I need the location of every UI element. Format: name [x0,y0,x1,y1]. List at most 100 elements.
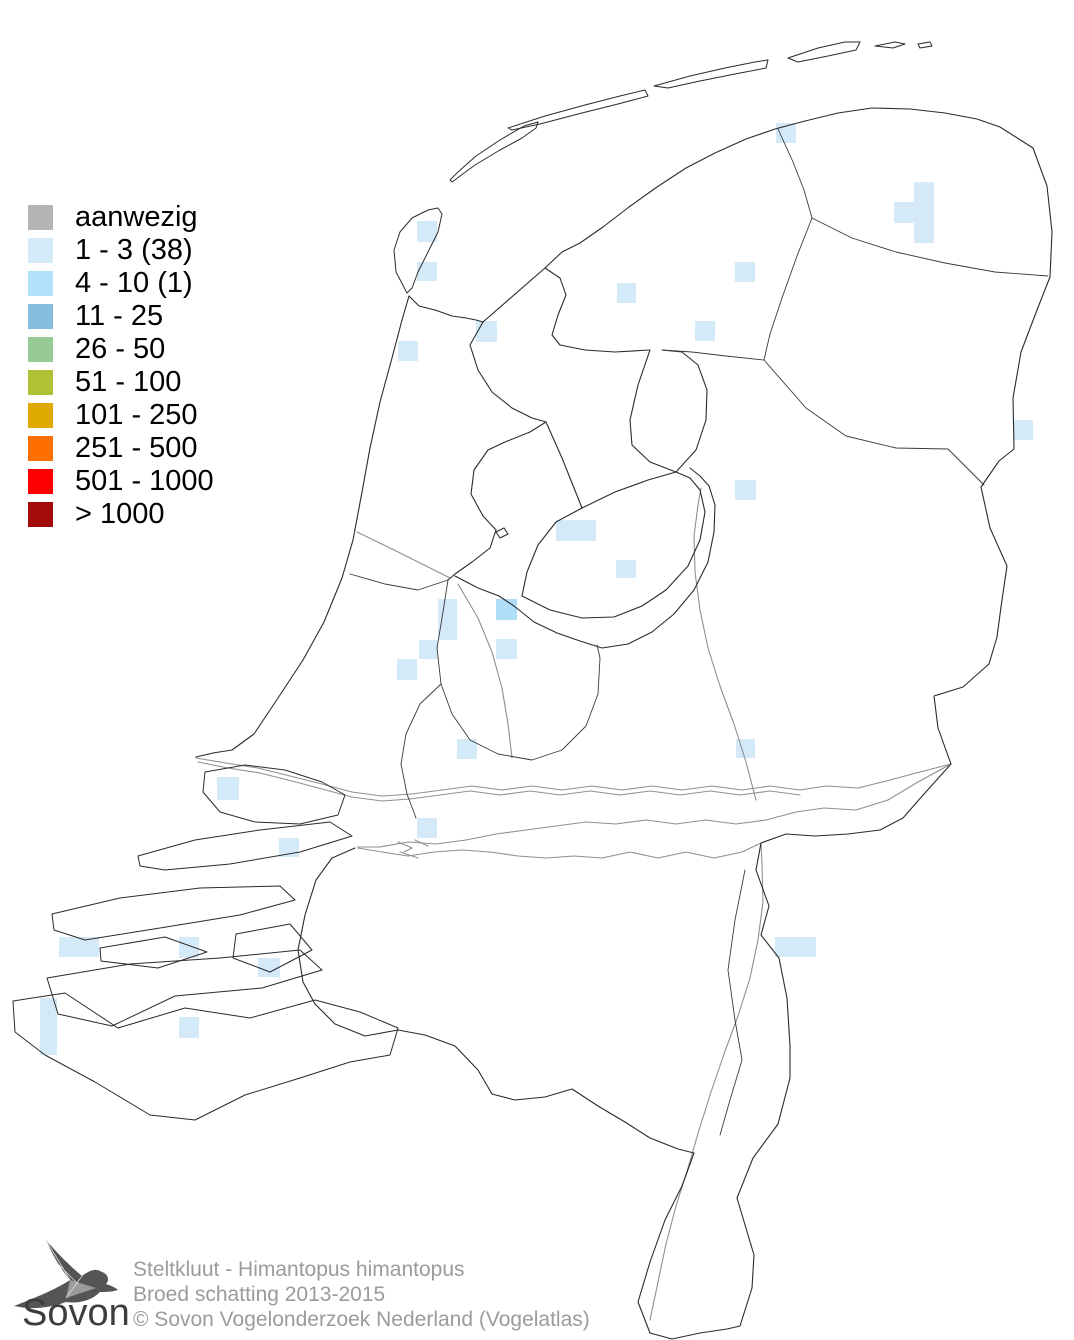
caption-species: Steltkluut - Himantopus himantopus [133,1258,465,1281]
border-groningen-drenthe [811,217,1049,277]
map-caption: Steltkluut - Himantopus himantopus Broed… [133,1257,590,1332]
swallow-bird-icon [14,1239,118,1309]
coast-west [195,295,410,758]
grid-cell [1013,420,1033,440]
legend-label: > 1000 [75,498,165,530]
border-nh-zh [349,573,449,591]
border-brabant-limburg [719,869,746,1136]
legend-item: > 1000 [28,498,214,530]
river-lek [195,757,952,797]
coast-randmeren-south [454,467,716,649]
legend-label: 26 - 50 [75,333,166,365]
rivers-layer [195,487,952,1321]
zeeuws-vlaanderen [12,992,399,1121]
island-voorne-putten [202,764,346,825]
border-zh-gelderland [400,683,442,819]
legend-swatch [28,271,53,296]
sovon-logo-text: Sovon [22,1292,130,1334]
grid-cell [417,818,437,838]
island-tholen [232,923,313,973]
border-drenthe-overijssel [763,359,985,486]
legend-swatch [28,436,53,461]
flevoland-north [581,471,677,509]
grid-cell [457,739,477,759]
island-schouwen [51,885,296,941]
grid-cell [496,639,517,659]
amsterdam-rijn-canal [457,583,513,759]
legend-item: 51 - 100 [28,366,214,398]
legend-swatch [28,469,53,494]
legend-item: 251 - 500 [28,432,214,464]
flevoland-west-south [521,471,706,619]
grid-cell [59,937,99,957]
biesbosch-creeks [397,839,429,859]
island-schiermonnikoog [787,41,861,63]
caption-survey: Broed schatting 2013-2015 [133,1283,386,1306]
legend-swatch [28,337,53,362]
mainland-outline [297,107,1053,1340]
river-ijssel [693,487,757,801]
legend-label: 11 - 25 [75,300,164,332]
legend-swatch [28,205,53,230]
legend-item: 4 - 10 (1) [28,267,214,299]
grid-cell [279,838,299,857]
grid-cell [258,958,280,977]
legend-label: 101 - 250 [75,399,198,431]
border-utrecht [436,579,601,761]
grid-cell [179,937,199,958]
coastline-layer [195,107,1053,1340]
houtribdijk [545,421,583,509]
grid-cell [398,341,418,361]
legend-item: aanwezig [28,201,214,233]
distribution-cells [40,123,1033,1055]
legend-swatch [28,238,53,263]
grid-cell [894,202,914,223]
grid-cell [417,221,437,242]
legend-label: 4 - 10 (1) [75,267,193,299]
grid-cell [736,739,755,758]
grid-cell [775,937,816,957]
island-texel [393,207,443,294]
grid-cell [735,480,756,500]
island-terschelling [507,89,649,131]
legend-swatch [28,502,53,527]
legend-label: 51 - 100 [75,366,182,398]
grid-cell [616,560,636,578]
legend-label: aanwezig [75,201,198,233]
legend-swatch [28,370,53,395]
border-friesland-overijssel [661,349,765,361]
legend-label: 1 - 3 (38) [75,234,193,266]
coast-friesland-west [544,267,651,353]
border-friesland-drenthe [763,217,813,361]
river-maas-west [357,842,762,859]
legend-label: 501 - 1000 [75,465,214,497]
legend-label: 251 - 500 [75,432,198,464]
noordoostpolder [629,349,708,473]
legend-item: 26 - 50 [28,333,214,365]
grid-cell [914,182,934,243]
island-ameland [653,59,769,89]
grid-cell [695,321,715,341]
island-walcheren-beveland [46,949,323,1027]
grid-cell [735,262,755,282]
sovon-logo: Sovon [8,1232,130,1340]
grid-cell [776,123,796,143]
caption-copyright: © Sovon Vogelonderzoek Nederland (Vogela… [133,1308,590,1331]
grid-cell [417,262,437,281]
grid-cell [438,599,457,640]
grid-cell [419,640,438,659]
grid-cell [617,283,636,303]
marken-island [495,527,509,539]
island-rottum-west [874,41,906,49]
island-goeree [137,821,353,871]
province-borders-layer [349,128,1049,1136]
grid-cell [397,659,417,680]
legend-swatch [28,304,53,329]
grid-cell [496,599,517,620]
noordzee-canal [356,531,451,579]
coast-markermeer-west [447,321,547,581]
grid-cell [40,998,57,1055]
legend: aanwezig 1 - 3 (38) 4 - 10 (1) 11 - 25 26 - … [28,201,214,535]
